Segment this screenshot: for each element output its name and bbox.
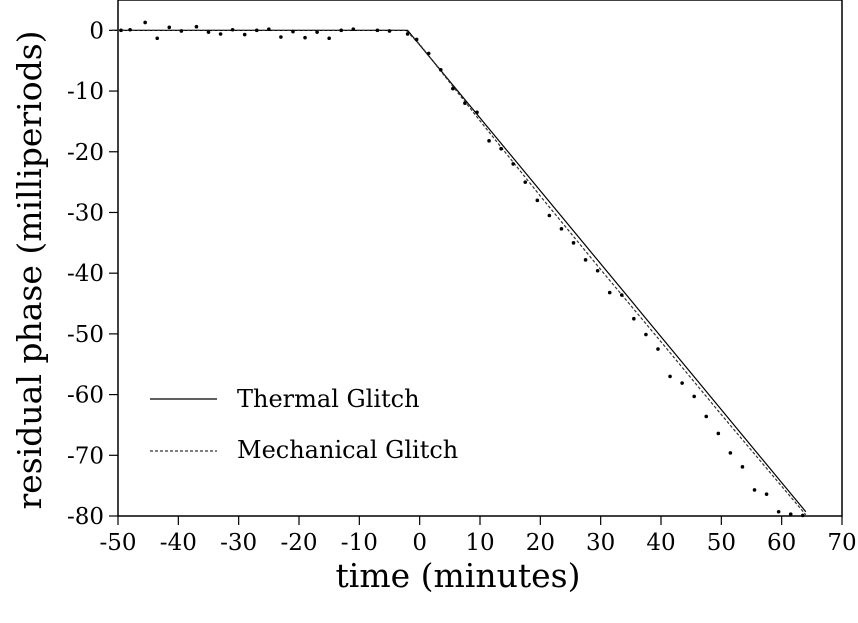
data-point (303, 35, 307, 40)
data-point (291, 29, 295, 34)
data-point (704, 414, 709, 419)
x-tick-label: -20 (280, 530, 317, 556)
data-point (375, 28, 380, 33)
data-point (475, 110, 479, 115)
legend-label-thermal: Thermal Glitch (237, 385, 420, 413)
x-tick-label: 10 (465, 530, 494, 556)
y-tick-label: -30 (67, 200, 104, 226)
y-tick-label: -60 (67, 383, 104, 409)
data-point (194, 24, 199, 29)
x-tick-label: 0 (412, 530, 427, 556)
data-point (619, 293, 624, 297)
legend: Thermal Glitch Mechanical Glitch (150, 385, 458, 464)
data-point (279, 35, 283, 39)
data-point (607, 290, 612, 295)
x-tick-label: -40 (160, 530, 197, 556)
x-tick-label: 60 (767, 530, 796, 556)
data-point (547, 213, 552, 218)
data-point (128, 27, 132, 32)
x-tick-label: 30 (586, 530, 615, 556)
x-tick-label: -30 (220, 530, 257, 556)
data-point (499, 146, 503, 151)
scatter-points (119, 20, 805, 518)
x-tick-label: 70 (827, 530, 856, 556)
data-point (535, 198, 540, 203)
y-tick-label: -70 (67, 443, 104, 469)
legend-label-mechanical: Mechanical Glitch (237, 436, 458, 464)
y-axis-title: residual phase (milliperiods) (10, 30, 49, 509)
data-point (451, 86, 455, 91)
data-point (414, 37, 419, 42)
x-tick-label: -50 (99, 530, 136, 556)
data-point (267, 27, 271, 31)
data-point (764, 492, 769, 496)
x-axis-title: time (minutes) (336, 556, 581, 595)
data-point (230, 27, 235, 32)
data-point (511, 162, 515, 166)
data-point (776, 509, 781, 514)
data-point (523, 180, 528, 184)
data-point (254, 28, 259, 33)
y-tick-label: -80 (67, 504, 104, 530)
data-point (426, 51, 431, 56)
data-point (463, 101, 467, 105)
data-point (740, 465, 745, 469)
data-point (656, 347, 660, 351)
data-point (716, 431, 721, 436)
data-point (167, 25, 172, 30)
data-point (788, 512, 793, 516)
data-point (668, 374, 672, 379)
data-point (339, 28, 344, 33)
data-point (438, 68, 443, 72)
data-point (752, 488, 757, 492)
data-point (405, 32, 410, 36)
data-point (487, 139, 491, 143)
data-point (583, 258, 588, 262)
data-point (559, 227, 564, 231)
data-point (206, 30, 211, 34)
x-tick-label: 40 (646, 530, 675, 556)
data-point (595, 268, 600, 273)
y-tick-label: 0 (89, 18, 104, 44)
data-point (800, 513, 805, 518)
data-point (242, 32, 247, 37)
data-point (632, 316, 636, 321)
x-tick-label: 20 (526, 530, 555, 556)
data-point (728, 451, 733, 455)
data-point (315, 30, 319, 34)
data-point (218, 32, 223, 36)
data-point (179, 29, 184, 33)
series-line-mechanical (111, 29, 807, 516)
y-tick-label: -10 (67, 79, 104, 105)
data-point (143, 20, 147, 25)
x-tick-label: -10 (341, 530, 378, 556)
y-tick-label: -20 (67, 140, 104, 166)
data-point (327, 36, 331, 41)
data-point (644, 332, 648, 337)
plot-frame (117, 0, 843, 517)
data-point (692, 394, 696, 399)
data-point (387, 29, 392, 33)
y-tick-label: -50 (67, 322, 104, 348)
series-line-thermal (111, 29, 807, 513)
x-tick-label: 50 (707, 530, 736, 556)
data-point (571, 241, 576, 245)
y-tick-label: -40 (67, 261, 104, 287)
data-point (119, 28, 123, 33)
data-point (155, 36, 160, 41)
data-point (351, 27, 356, 31)
axes: -50 -40 -30 -20 -10 0 10 20 30 40 50 60 70 0 -10 -20 -30… (67, 18, 857, 556)
series-layer (111, 29, 807, 516)
data-point (680, 381, 684, 385)
